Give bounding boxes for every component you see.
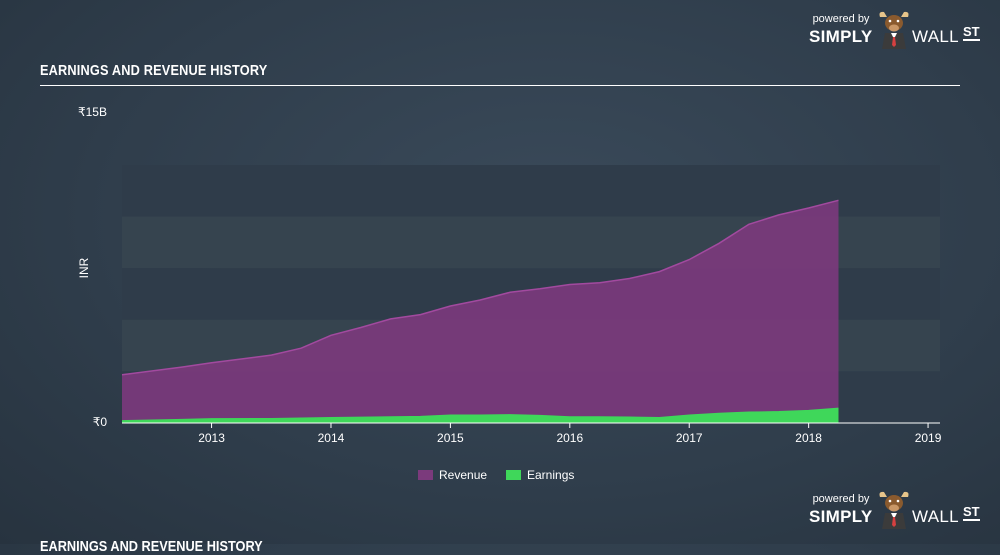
x-tick-label: 2013 (198, 431, 225, 445)
chart-title: EARNINGS AND REVENUE HISTORY (40, 62, 268, 79)
brand-st-text: ST (963, 504, 980, 521)
bull-mascot-icon (879, 11, 909, 49)
y-axis-label: INR (77, 257, 91, 278)
y-axis-ticks: ₹15B ₹0 (78, 105, 107, 429)
brand-simply-text: SIMPLY (809, 27, 873, 46)
x-tick-label: 2018 (795, 431, 822, 445)
brand-logo-bottom[interactable]: powered by SIMPLY WALL ST (809, 491, 989, 537)
brand-wall-text: WALL (912, 27, 959, 46)
series-line-revenue (121, 199, 839, 376)
y-tick-label: ₹0 (93, 415, 108, 429)
brand-simply-text: SIMPLY (809, 507, 873, 526)
title-divider (40, 85, 960, 86)
footer-title: EARNINGS AND REVENUE HISTORY (40, 538, 263, 555)
chart-band (122, 165, 940, 217)
x-tick-label: 2017 (676, 431, 703, 445)
powered-by-text: powered by (812, 493, 870, 505)
legend-label-revenue: Revenue (439, 468, 488, 482)
x-axis-ticks: 2013 2014 2015 2016 2017 2018 2019 (198, 423, 942, 445)
x-tick-label: 2014 (318, 431, 345, 445)
brand-logo-top[interactable]: powered by SIMPLY WALL ST (809, 11, 989, 57)
x-tick-label: 2016 (556, 431, 583, 445)
powered-by-text: powered by (812, 13, 870, 25)
legend-swatch-earnings (506, 470, 521, 480)
x-tick-label: 2019 (915, 431, 942, 445)
bull-mascot-icon (879, 491, 909, 529)
y-tick-label: ₹15B (78, 105, 107, 119)
legend-label-earnings: Earnings (527, 468, 575, 482)
series-area-revenue (122, 200, 839, 423)
series-line-earnings (121, 407, 839, 422)
brand-st-text: ST (963, 24, 980, 41)
series-areas (121, 199, 839, 423)
brand-wall-text: WALL (912, 507, 959, 526)
legend-swatch-revenue (418, 470, 433, 480)
x-tick-label: 2015 (437, 431, 464, 445)
